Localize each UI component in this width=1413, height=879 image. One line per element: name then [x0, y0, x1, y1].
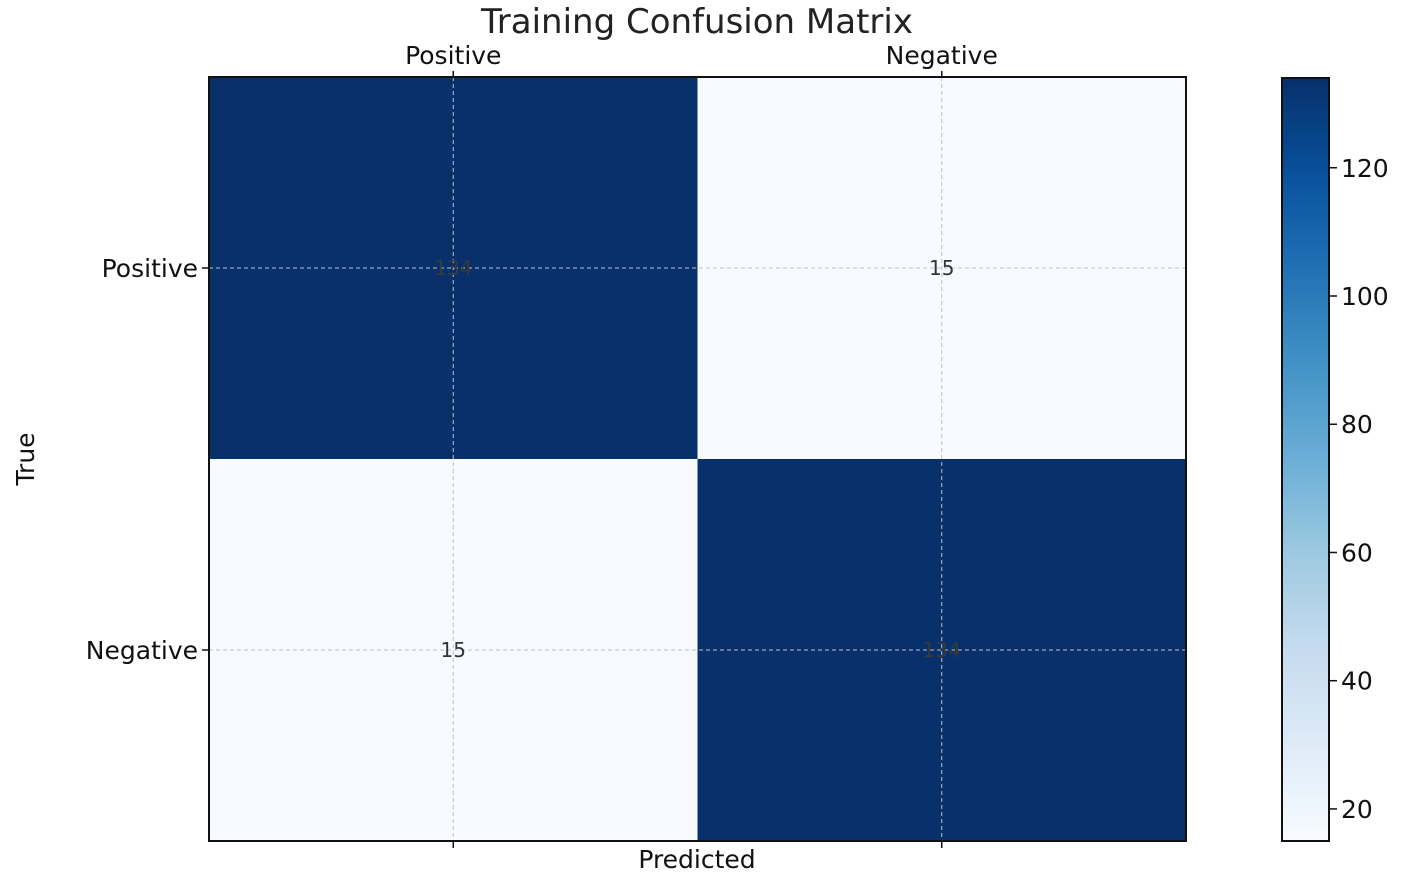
plot-frame [208, 76, 1187, 842]
colorbar-tick-label: 60 [1341, 538, 1373, 567]
cell-value-label: 15 [929, 256, 954, 280]
x-tick-label: Positive [405, 41, 501, 70]
x-tick-label: Negative [886, 41, 998, 70]
colorbar-tick-label: 80 [1341, 410, 1373, 439]
x-axis-label: Predicted [638, 845, 755, 874]
y-tick-label: Negative [86, 636, 198, 665]
cell-value-label: 134 [923, 638, 961, 662]
cell-value-label: 15 [441, 638, 466, 662]
y-tick-label: Positive [102, 254, 198, 283]
chart-title: Training Confusion Matrix [480, 2, 913, 42]
y-axis-ticks: Positive Negative [86, 254, 209, 665]
heatmap-cells [209, 77, 1186, 841]
colorbar-tick-label: 40 [1341, 667, 1373, 696]
cell-labels: 134 15 15 134 [434, 256, 961, 662]
colorbar-ticks: 20 40 60 80 100 120 [1329, 154, 1389, 824]
x-axis-ticks: Positive Negative [405, 41, 998, 848]
cell-value-label: 134 [434, 256, 472, 280]
colorbar [1281, 77, 1330, 842]
y-axis-label: True [11, 432, 40, 486]
grid-lines [209, 77, 1186, 841]
colorbar-tick-label: 120 [1341, 154, 1389, 183]
colorbar-tick-label: 20 [1341, 795, 1373, 824]
colorbar-tick-label: 100 [1341, 282, 1389, 311]
